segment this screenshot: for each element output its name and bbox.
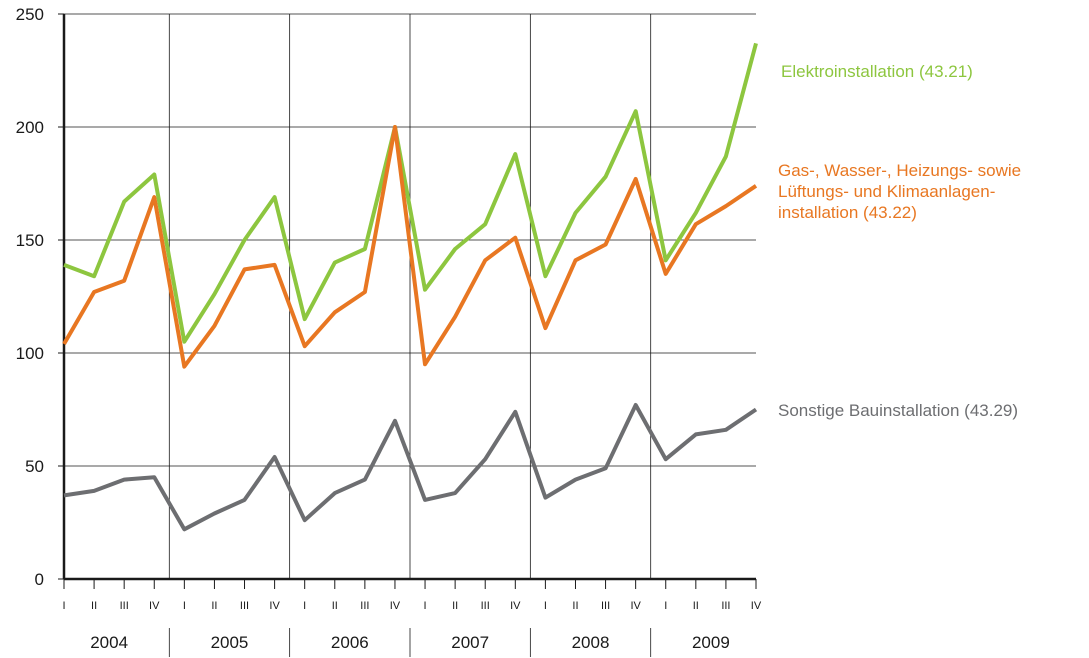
x-tick-label: III [360,600,369,612]
x-tick-label: IV [630,600,641,612]
y-tick-label: 50 [25,457,44,476]
y-tick-label: 0 [35,570,44,589]
series-line-2 [62,125,758,369]
grid [64,13,756,579]
x-tick-label: I [424,600,427,612]
x-axis-years: 2004 2005 2006 2007 2008 2009 [90,628,730,657]
axes [62,14,756,581]
legend-elektroinstallation: Elektroinstallation (43.21) [781,61,973,82]
legend-label: Sonstige Bauinstallation (43.29) [778,401,1019,420]
x-tick-label: I [303,600,306,612]
x-tick-label: II [211,600,217,612]
year-label: 2004 [90,633,128,652]
legend-label-line-3: installation (43.22) [778,203,917,222]
legend-sonstige-bauinstallation: Sonstige Bauinstallation (43.29) [778,400,1018,421]
year-label: 2005 [211,633,249,652]
x-tick-label: II [91,600,97,612]
x-tick-label: III [601,600,610,612]
year-label: 2007 [451,633,489,652]
x-tick-label: IV [390,600,401,612]
year-label: 2008 [572,633,610,652]
legend-label-line-2: Lüftungs- und Klimaanlagen- [778,182,996,201]
x-tick-label: III [240,600,249,612]
x-tick-label: I [62,600,65,612]
y-tick-label: 150 [16,231,44,250]
x-tick-label: III [481,600,490,612]
x-tick-label: IV [751,600,762,612]
x-tick-label: IV [269,600,280,612]
x-tick-label: III [120,600,129,612]
x-tick-label: II [693,600,699,612]
year-label: 2009 [692,633,730,652]
series-lines [62,42,758,532]
legend-label: Elektroinstallation (43.21) [781,62,973,81]
series-line-3 [63,403,758,532]
legend-gas-wasser-heizung: Gas-, Wasser-, Heizungs- sowie Lüftungs-… [778,160,1021,223]
x-tick-label: I [664,600,667,612]
y-axis-ticks: 0 50 100 150 200 250 [16,5,64,589]
y-tick-label: 250 [16,5,44,24]
x-tick-label: IV [510,600,521,612]
y-tick-label: 100 [16,344,44,363]
x-tick-label: II [452,600,458,612]
year-label: 2006 [331,633,369,652]
x-tick-label: IV [149,600,160,612]
x-tick-label: II [572,600,578,612]
legend-label-line-1: Gas-, Wasser-, Heizungs- sowie [778,161,1022,180]
x-tick-label: I [183,600,186,612]
series-line-1 [63,42,758,344]
y-tick-label: 200 [16,118,44,137]
x-axis-quarter-ticks: I II III IV I II III IV I II III IV I II III IV I II III IV… [62,579,762,612]
x-tick-label: II [332,600,338,612]
x-tick-label: III [721,600,730,612]
x-tick-label: I [544,600,547,612]
